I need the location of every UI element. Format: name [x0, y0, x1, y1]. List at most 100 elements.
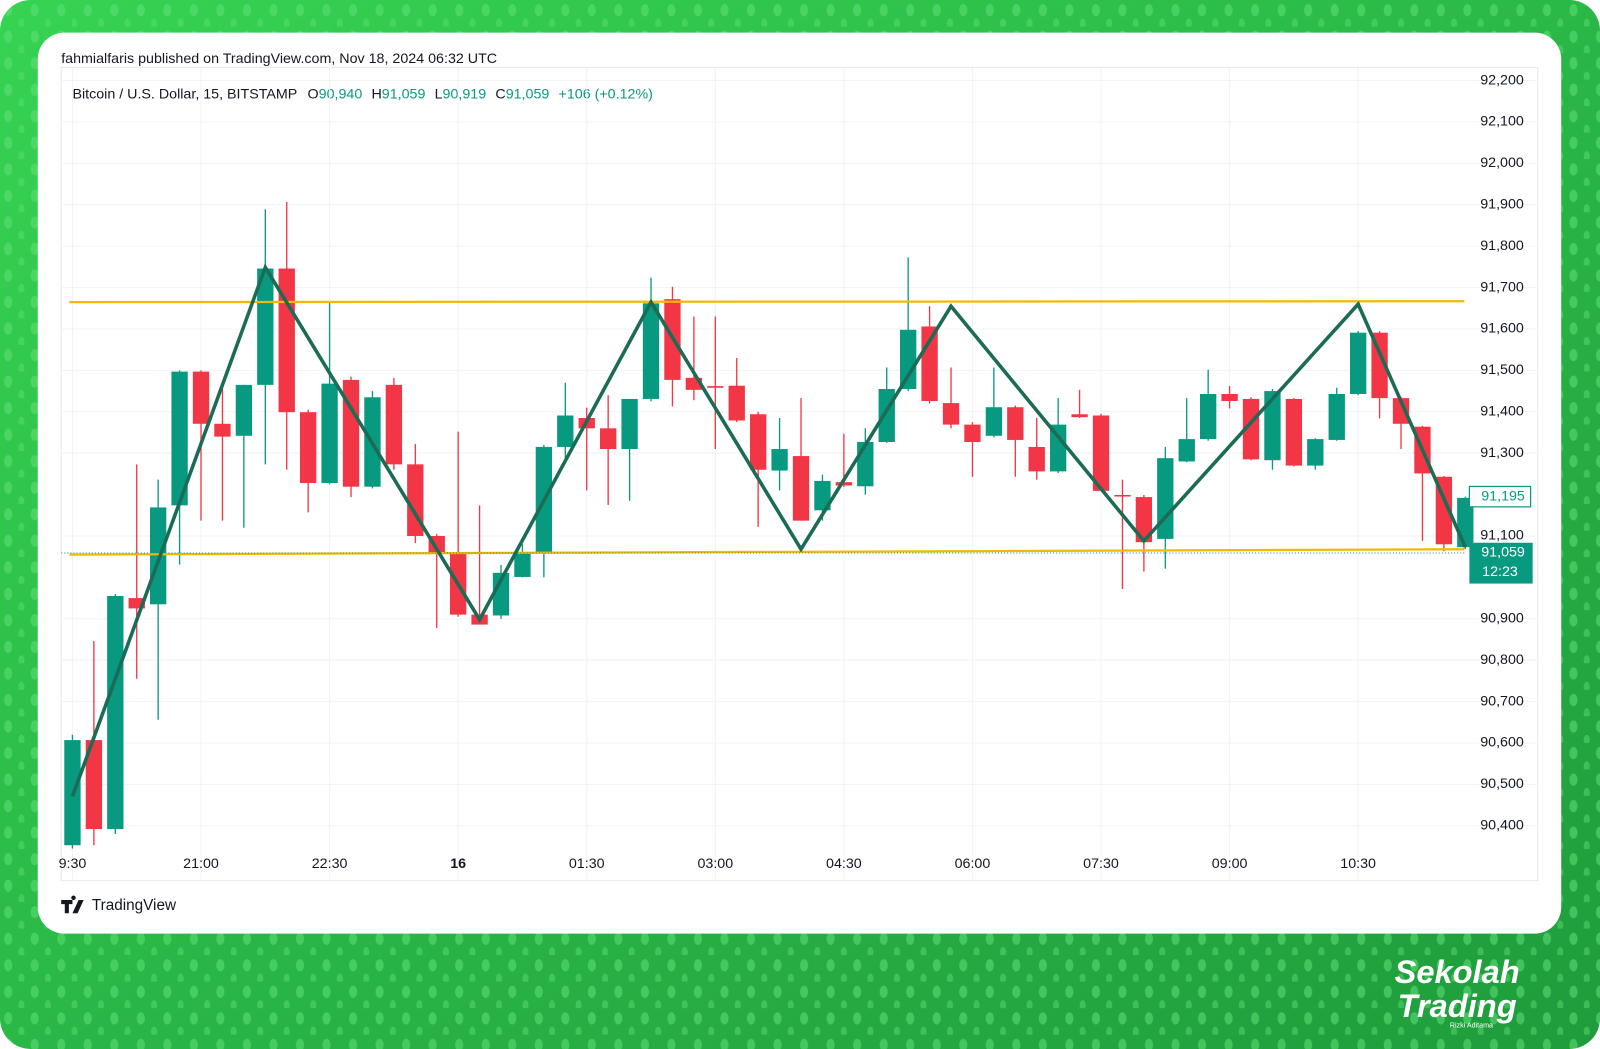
candle-body	[814, 480, 831, 511]
candle-body	[1350, 332, 1367, 394]
x-tick-label: 9:30	[59, 856, 87, 872]
candle-body	[750, 414, 767, 470]
tradingview-logo	[61, 895, 84, 914]
pattern-line	[70, 263, 1467, 797]
plot-frame	[60, 66, 1539, 882]
y-tick-label: 92,000	[1480, 155, 1524, 171]
ohlc-value: 91,059	[506, 87, 550, 103]
candle-body	[728, 385, 745, 421]
x-tick-label: 03:00	[697, 856, 733, 872]
candle-body	[985, 407, 1003, 436]
ohlc-key: C	[495, 87, 505, 103]
candle-body	[1200, 393, 1217, 440]
x-tick-label: 04:30	[826, 856, 862, 872]
candle-body	[707, 386, 724, 388]
candle-body	[1178, 439, 1195, 462]
y-tick-label: 90,600	[1480, 735, 1524, 751]
candle-body	[107, 596, 124, 830]
x-tick-label: 16	[450, 856, 466, 872]
ohlc-key: H	[371, 87, 381, 103]
y-tick-label: 92,200	[1480, 72, 1524, 88]
x-tick-label: 21:00	[183, 856, 219, 872]
y-tick-label: 91,500	[1480, 362, 1524, 378]
candle-body	[300, 412, 317, 483]
candle-body	[492, 572, 510, 616]
symbol-name: Bitcoin / U.S. Dollar, 15, BITSTAMP	[72, 87, 297, 103]
candle-body	[1264, 391, 1281, 461]
candle-body	[835, 482, 853, 486]
change-value: +106 (+0.12%)	[559, 87, 653, 103]
y-tick-label: 91,700	[1480, 279, 1524, 295]
candle-body	[1028, 446, 1045, 472]
x-tick-label: 22:30	[312, 856, 348, 872]
tradingview-brand: TradingView	[92, 897, 177, 914]
x-tick-label: 10:30	[1340, 856, 1376, 872]
candle-body	[171, 371, 188, 506]
candle-body	[1157, 458, 1174, 539]
candle-body	[1285, 398, 1303, 466]
candle-body	[1114, 494, 1131, 497]
candle-body	[1071, 414, 1088, 418]
candle-body	[514, 552, 531, 577]
candle-body	[857, 442, 874, 487]
candle-body	[150, 507, 167, 605]
x-tick-label: 07:30	[1083, 856, 1119, 872]
candle-body	[214, 423, 231, 437]
candle-body	[1328, 393, 1345, 440]
candle-body	[342, 379, 360, 487]
candle-body	[1050, 424, 1067, 472]
candle-body	[878, 389, 895, 443]
candle-body	[1242, 398, 1260, 460]
candle-body	[942, 403, 960, 425]
y-tick-label: 90,400	[1480, 818, 1524, 834]
candle-body	[235, 384, 253, 436]
candle-body	[621, 398, 638, 450]
candle-body	[1221, 393, 1238, 402]
published-text: fahmialfaris published on TradingView.co…	[61, 51, 497, 67]
x-tick-label: 09:00	[1212, 856, 1248, 872]
y-tick-label: 92,100	[1480, 114, 1524, 130]
y-tick-label: 90,700	[1480, 693, 1524, 709]
candle-body	[964, 424, 981, 443]
candle-body	[128, 598, 145, 609]
candle-body	[192, 371, 210, 424]
level-line	[69, 548, 1465, 556]
candle-body	[1092, 415, 1110, 491]
level-line	[69, 300, 1465, 304]
logo-subtitle: Rizki Aditama	[1450, 1021, 1493, 1029]
symbol-legend: Bitcoin / U.S. Dollar, 15, BITSTAMP O 90,9…	[72, 87, 652, 103]
y-tick-label: 91,900	[1480, 197, 1524, 213]
candle-body	[900, 329, 917, 390]
candle-body	[385, 384, 403, 465]
logo-line: Sekolah	[1395, 953, 1520, 990]
x-tick-label: 06:00	[955, 856, 991, 872]
x-tick-label: 01:30	[569, 856, 605, 872]
marker-price-label: 91,195	[1481, 488, 1525, 504]
countdown-label: 12:23	[1482, 564, 1518, 580]
y-tick-label: 91,800	[1480, 238, 1524, 254]
y-tick-label: 90,800	[1480, 652, 1524, 668]
candle-body	[1371, 332, 1388, 399]
ohlc-value: 91,059	[382, 87, 426, 103]
ohlc-key: L	[435, 87, 443, 103]
candle-body	[1307, 439, 1324, 466]
ohlc-key: O	[308, 87, 319, 103]
last-price-box	[1469, 542, 1533, 584]
candle-body	[557, 415, 574, 447]
ohlc-value: 90,919	[443, 87, 487, 103]
candle-body	[321, 383, 338, 483]
candle-body	[642, 303, 660, 399]
y-tick-label: 90,500	[1480, 776, 1524, 792]
candle-body	[1392, 398, 1410, 424]
y-tick-label: 91,100	[1480, 528, 1524, 544]
y-tick-label: 91,400	[1480, 404, 1524, 420]
candle-body	[1007, 407, 1024, 440]
marker-price-box	[1468, 485, 1532, 508]
last-price-label: 91,059	[1481, 545, 1525, 561]
candle-body	[278, 268, 295, 413]
candle-body	[600, 428, 617, 450]
candle-body	[792, 456, 810, 521]
candle-body	[85, 740, 103, 830]
